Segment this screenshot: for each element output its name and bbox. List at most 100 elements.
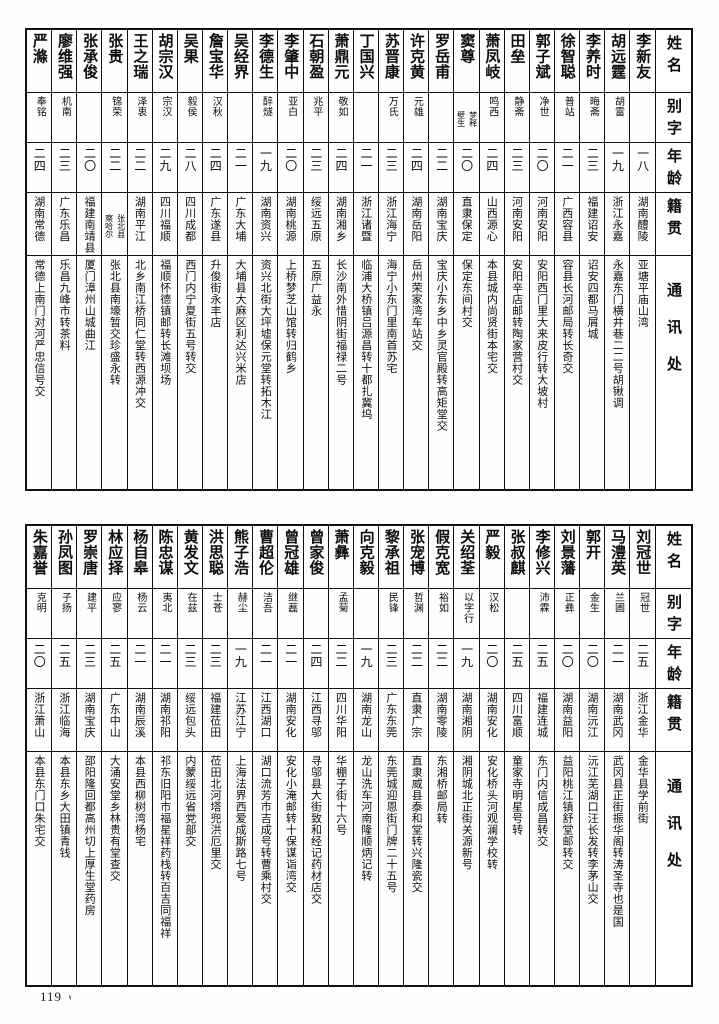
cell-age-text: 二四 <box>484 147 499 172</box>
cell-alias: 净世 <box>528 92 555 143</box>
cell-age-text: 二一 <box>132 643 147 668</box>
cell-name-text: 陈忠谋 <box>156 529 175 576</box>
cell-name-text: 萧凤岐 <box>483 33 502 80</box>
cell-age-text: 二三 <box>384 147 399 172</box>
cell-alias-text: 正彝 <box>562 592 574 613</box>
cell-alias-text: 机南 <box>59 96 71 117</box>
cell-alias-text: 毅侯 <box>185 96 197 117</box>
cell-age-text: 二二 <box>333 643 348 668</box>
cell-name: 李新友 <box>629 28 656 93</box>
cell-age: 二〇 <box>76 142 103 193</box>
cell-age-text: 二四 <box>32 147 47 172</box>
cell-age-text: 二五 <box>509 643 524 668</box>
cell-origin: 湖南平江 <box>126 192 153 256</box>
cell-alias: 亚白 <box>277 92 304 143</box>
cell-name: 许克黄 <box>403 28 430 93</box>
cell-age: 二〇 <box>277 142 304 193</box>
cell-age: 一八 <box>629 142 656 193</box>
cell-name: 石朝盈 <box>302 28 329 93</box>
cell-name: 张宠博 <box>403 524 430 589</box>
cell-name-text: 吴果 <box>181 33 200 64</box>
cell-name-text: 李修兴 <box>533 529 552 576</box>
cell-age: 二四 <box>478 142 505 193</box>
cell-alias: 裕如 <box>428 588 455 639</box>
cell-address: 东湘桥邮局转 <box>428 751 455 987</box>
cell-origin: 浙江临海 <box>51 688 78 752</box>
cell-name: 詹宝华 <box>201 28 229 93</box>
cell-origin-text: 福建连城 <box>535 692 549 738</box>
header-address-text: 通讯处 <box>665 282 684 393</box>
cell-alias: 敬如 <box>327 92 354 143</box>
cell-origin: 福建诏安 <box>579 192 606 256</box>
cell-address: 龙山洗车河南隆顺炳记转 <box>352 751 379 987</box>
cell-address: 宝庆小东乡中乡灵官殿转高矩堂交 <box>428 255 455 491</box>
cell-address: 福顺怀德镇邮转长滩坝场 <box>151 255 178 491</box>
cell-origin: 湖南宝庆 <box>76 688 103 752</box>
cell-origin: 广东东莞 <box>377 688 405 752</box>
cell-name: 丁国兴 <box>352 28 379 93</box>
header-origin-text: 籍贯 <box>665 198 684 242</box>
cell-name: 萧鼎元 <box>327 28 354 93</box>
cell-name: 廖维强 <box>51 28 78 93</box>
cell-origin: 广东大埔 <box>227 192 254 256</box>
cell-age: 二三 <box>377 142 405 193</box>
cell-name-text: 刘冠世 <box>634 529 653 576</box>
cell-age-text: 一九 <box>610 147 625 172</box>
cell-address-text: 寻邬县大街致和经记药材店交 <box>309 755 323 905</box>
header-origin: 籍贯 <box>654 688 693 752</box>
cell-alias-text: 夷北 <box>159 592 171 613</box>
cell-address-text: 永嘉东门横井巷二二号胡锹调 <box>611 259 625 409</box>
cell-origin-text: 湖南醴陵 <box>636 196 650 242</box>
cell-alias: 金生 <box>579 588 606 639</box>
cell-age: 二一 <box>151 638 178 689</box>
cell-origin-text: 广东大埔 <box>233 196 247 242</box>
cell-age-text: 二四 <box>333 147 348 172</box>
cell-alias-text: 宗汉 <box>159 96 171 117</box>
cell-name-text: 洪思聪 <box>206 529 225 576</box>
cell-address: 永嘉东门横井巷二二号胡锹调 <box>604 255 631 491</box>
cell-alias-text: 汉秋 <box>210 96 222 117</box>
cell-address: 资兴北街大坪墟保元堂转拓木江 <box>252 255 279 491</box>
header-origin-text: 籍贯 <box>665 694 684 738</box>
header-alias-text: 别字 <box>665 594 684 638</box>
cell-alias: 哲渊 <box>403 588 430 639</box>
cell-age: 二三 <box>201 638 229 689</box>
cell-address-text: 上桥梦芝山馆转归鹤乡 <box>284 259 298 374</box>
cell-address-text: 乐昌九峰市转茶料 <box>58 259 72 351</box>
cell-origin-part-0: 张北县 <box>116 213 126 238</box>
cell-alias: 应寥 <box>101 588 128 639</box>
cell-age: 一九 <box>604 142 631 193</box>
cell-origin: 湖南龙山 <box>352 688 379 752</box>
header-age-text: 年龄 <box>665 644 684 688</box>
cell-origin-text: 四川华阳 <box>334 692 348 738</box>
cell-alias-text: 金生 <box>587 592 599 613</box>
cell-alias-text: 建平 <box>84 592 96 613</box>
cell-age: 二五 <box>51 638 78 689</box>
cell-name-text: 郭开 <box>583 529 602 560</box>
cell-name: 黄发文 <box>176 524 203 589</box>
cell-age: 二五 <box>101 638 128 689</box>
cell-address-text: 安化桥头河观澜学校转 <box>485 755 499 870</box>
cell-alias: 兆平 <box>302 92 329 143</box>
cell-age-text: 一九 <box>359 643 374 668</box>
cell-name: 王之瑞 <box>126 28 153 93</box>
cell-origin-text: 直隶广宗 <box>409 692 423 738</box>
cell-address-text: 本县西柳树湾杨宅 <box>133 755 147 847</box>
cell-age: 二四 <box>403 142 430 193</box>
header-name: 姓名 <box>654 28 693 93</box>
cell-alias-text: 在兹 <box>185 592 197 613</box>
cell-address-text: 安化小淹邮转十保谋诣湾交 <box>284 755 298 893</box>
cell-age: 二九 <box>151 142 178 193</box>
cell-age: 二一 <box>277 638 304 689</box>
header-address-text: 通讯处 <box>665 778 684 889</box>
cell-address-text: 湘阴城北正街关源新号 <box>460 755 474 870</box>
page-number-value: 119 <box>40 989 63 1004</box>
cell-name-text: 黄发文 <box>181 529 200 576</box>
cell-alias: 鸣西 <box>478 92 505 143</box>
cell-name: 田垒 <box>503 28 530 93</box>
cell-alias-part-1: 壁生 <box>456 111 466 127</box>
cell-origin: 江西寻邬 <box>302 688 329 752</box>
cell-age: 二二 <box>327 638 354 689</box>
cell-age: 二〇 <box>453 142 480 193</box>
cell-address-text: 金华县学前街 <box>636 755 650 824</box>
